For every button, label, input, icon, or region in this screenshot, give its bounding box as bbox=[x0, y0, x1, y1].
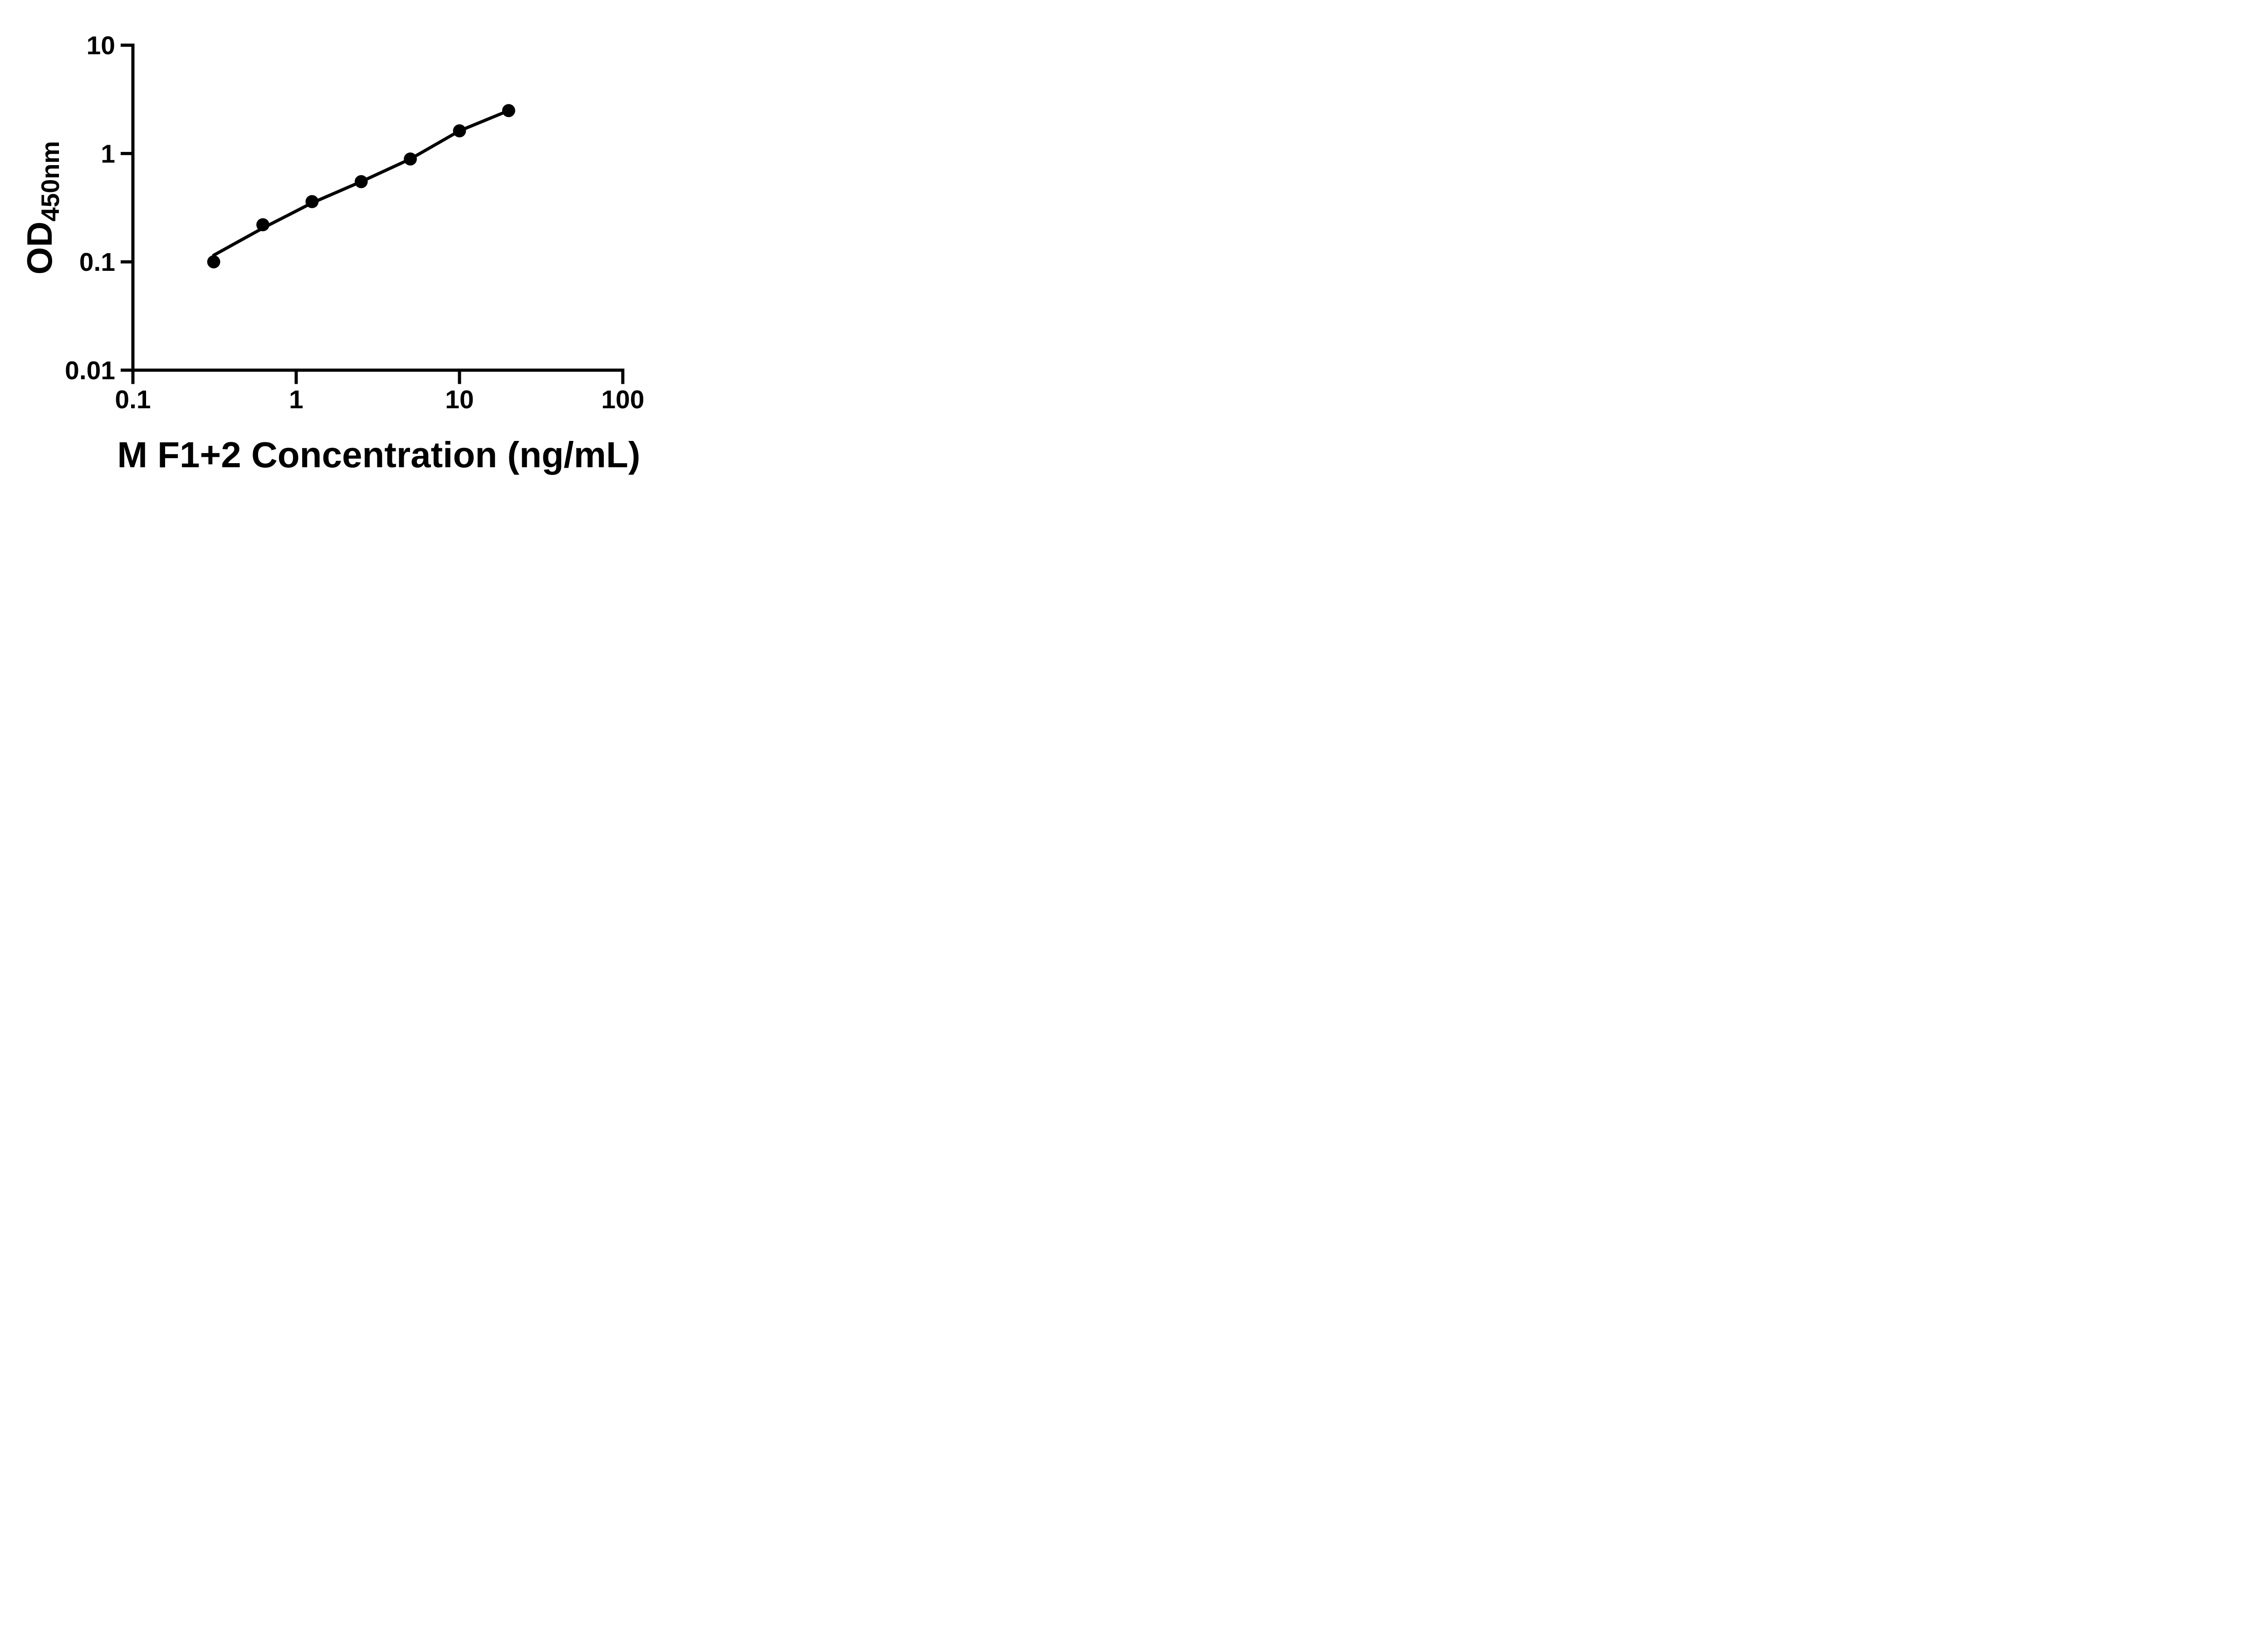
y-tick-label: 0.01 bbox=[65, 356, 115, 385]
data-point bbox=[354, 175, 368, 188]
data-point bbox=[404, 152, 417, 166]
elisa-standard-curve-figure: 10 1 0.1 0.01 0.1 1 10 100 M F1+2 Concentration … bbox=[0, 0, 699, 489]
x-tick-label: 1 bbox=[289, 385, 303, 414]
data-point bbox=[256, 218, 269, 231]
y-axis-title: OD450nm bbox=[20, 141, 64, 274]
data-point bbox=[502, 104, 515, 117]
data-point bbox=[453, 124, 466, 137]
data-point bbox=[305, 195, 319, 208]
x-axis-title: M F1+2 Concentration (ng/mL) bbox=[117, 435, 640, 475]
y-tick-label: 10 bbox=[87, 31, 115, 60]
y-tick-label: 0.1 bbox=[79, 248, 115, 277]
data-point bbox=[207, 255, 220, 269]
y-tick-label: 1 bbox=[101, 139, 115, 168]
x-tick-label: 100 bbox=[601, 385, 644, 414]
x-tick-label: 0.1 bbox=[115, 385, 151, 414]
x-tick-label: 10 bbox=[445, 385, 474, 414]
